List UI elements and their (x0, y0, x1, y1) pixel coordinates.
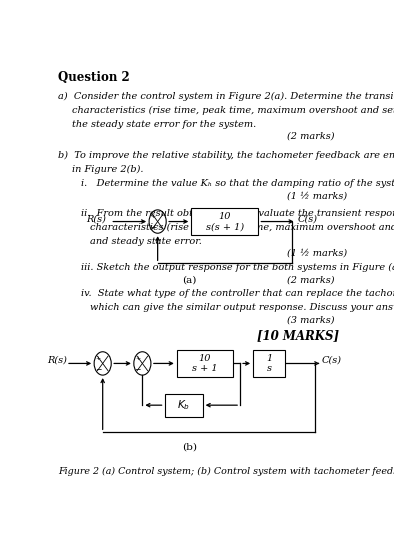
Text: $K_b$: $K_b$ (177, 398, 190, 412)
Text: characteristics (rise time, peak time, maximum overshoot and settling time) and: characteristics (rise time, peak time, m… (72, 106, 394, 115)
Text: (2 marks): (2 marks) (287, 275, 335, 284)
Text: ii.  From the result obtained in (i), evaluate the transient response: ii. From the result obtained in (i), eva… (81, 209, 394, 218)
Text: (3 marks): (3 marks) (287, 315, 335, 324)
Text: +: + (135, 356, 140, 360)
Text: 10: 10 (219, 212, 231, 221)
Text: the steady state error for the system.: the steady state error for the system. (72, 119, 256, 128)
Text: (1 ½ marks): (1 ½ marks) (287, 191, 348, 200)
Text: characteristics (rise time, peak time, maximum overshoot and settling time): characteristics (rise time, peak time, m… (91, 223, 394, 232)
Text: R(s): R(s) (87, 214, 106, 223)
Bar (191, 208, 258, 235)
Text: s + 1: s + 1 (192, 364, 218, 373)
Text: iv.  State what type of the controller that can replace the tachometer feedback: iv. State what type of the controller th… (81, 289, 394, 298)
Text: b)  To improve the relative stability, the tachometer feedback are employed as s: b) To improve the relative stability, th… (58, 151, 394, 160)
Text: in Figure 2(b).: in Figure 2(b). (72, 165, 144, 174)
Text: 1: 1 (266, 354, 272, 363)
Text: [10 MARKS]: [10 MARKS] (257, 329, 339, 342)
Text: Question 2: Question 2 (58, 72, 130, 85)
Text: i.   Determine the value Κₕ so that the damping ratio of the system is 0.5.: i. Determine the value Κₕ so that the da… (81, 179, 394, 188)
Text: R(s): R(s) (47, 356, 67, 365)
Text: 10: 10 (199, 354, 211, 363)
Text: +: + (95, 356, 100, 360)
Bar (165, 393, 203, 417)
Bar (253, 350, 285, 377)
Text: C(s): C(s) (322, 356, 342, 365)
Text: −: − (95, 366, 101, 374)
Text: −: − (134, 366, 141, 374)
Text: +: + (151, 214, 156, 219)
Text: s: s (267, 364, 271, 373)
Text: iii. Sketch the output response for the both systems in Figure (a) and (b).: iii. Sketch the output response for the … (81, 263, 394, 272)
Bar (177, 350, 233, 377)
Text: (b): (b) (182, 443, 197, 451)
Text: s(s + 1): s(s + 1) (206, 222, 244, 231)
Text: C(s): C(s) (297, 214, 317, 223)
Text: (a): (a) (182, 276, 197, 285)
Text: Figure 2 (a) Control system; (b) Control system with tachometer feedback: Figure 2 (a) Control system; (b) Control… (58, 467, 394, 476)
Text: −: − (150, 224, 156, 232)
Text: a)  Consider the control system in Figure 2(a). Determine the transient response: a) Consider the control system in Figure… (58, 92, 394, 101)
Text: and steady state error.: and steady state error. (91, 236, 203, 246)
Text: (1 ½ marks): (1 ½ marks) (287, 249, 348, 258)
Text: which can give the similar output response. Discuss your answer.: which can give the similar output respon… (91, 302, 394, 312)
Text: (2 marks): (2 marks) (287, 132, 335, 141)
